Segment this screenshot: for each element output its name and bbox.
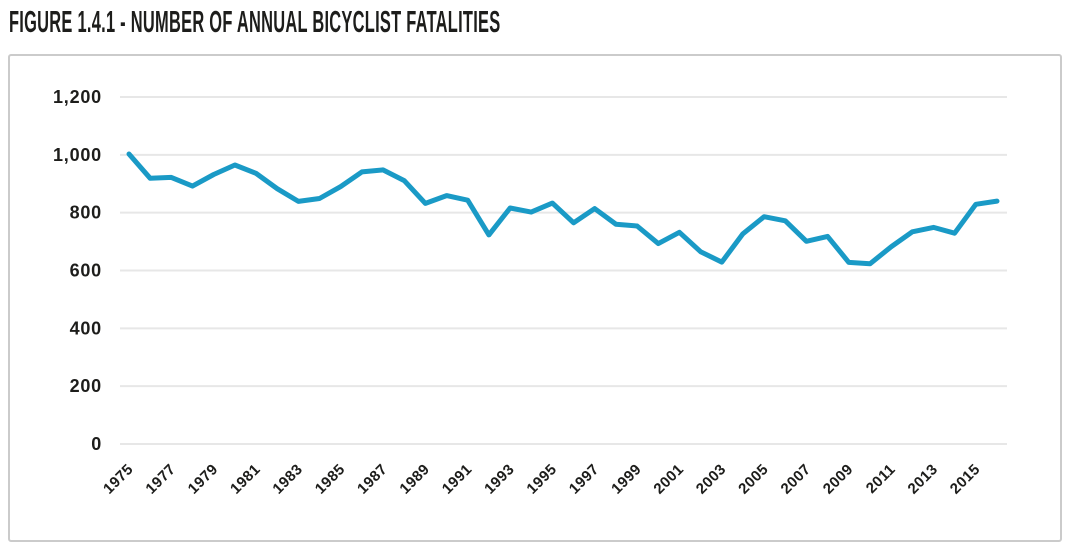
x-axis-tick-label: 1995	[523, 461, 560, 498]
x-axis-tick-label: 1987	[354, 461, 391, 498]
x-axis-tick-label: 1983	[269, 461, 306, 498]
x-axis-tick-label: 2001	[650, 461, 687, 498]
x-axis-tick-label: 2007	[778, 461, 815, 498]
x-axis-tick-label: 2003	[693, 461, 730, 498]
x-axis-tick-label: 1999	[608, 461, 645, 498]
x-axis-tick-label: 1981	[227, 461, 264, 498]
x-axis-tick-label: 2015	[947, 461, 984, 498]
chart-panel: 0 200 400 600 800 1,000 1,200 1975 1977 1979 1981 1…	[8, 54, 1062, 542]
y-axis-tick-label: 0	[91, 434, 102, 454]
x-axis-tick-label: 1985	[312, 461, 349, 498]
x-axis-tick-label: 1975	[100, 461, 137, 498]
x-axis-tick-label: 1977	[142, 461, 179, 498]
x-axis-tick-label: 1997	[566, 461, 603, 498]
y-axis-tick-label: 1,200	[53, 87, 102, 107]
x-axis-tick-label: 1991	[439, 461, 476, 498]
y-axis-tick-label: 600	[70, 261, 102, 281]
figure-title: FIGURE 1.4.1 - NUMBER OF ANNUAL BICYCLIS…	[9, 4, 501, 39]
x-axis-tick-label: 2009	[820, 461, 857, 498]
x-axis-tick-label: 2013	[905, 461, 942, 498]
x-axis-tick-label: 1993	[481, 461, 518, 498]
x-axis-tick-label: 1979	[185, 461, 222, 498]
x-axis-tick-label: 2005	[735, 461, 772, 498]
fatalities-trend-line	[126, 151, 1000, 267]
y-axis-tick-label: 400	[70, 318, 102, 338]
y-axis-tick-label: 1,000	[53, 145, 102, 165]
x-axis-tick-label: 1989	[396, 461, 433, 498]
x-axis-tick-label: 2011	[863, 461, 899, 497]
y-axis-tick-label: 800	[70, 203, 102, 223]
y-axis-tick-label: 200	[70, 376, 102, 396]
